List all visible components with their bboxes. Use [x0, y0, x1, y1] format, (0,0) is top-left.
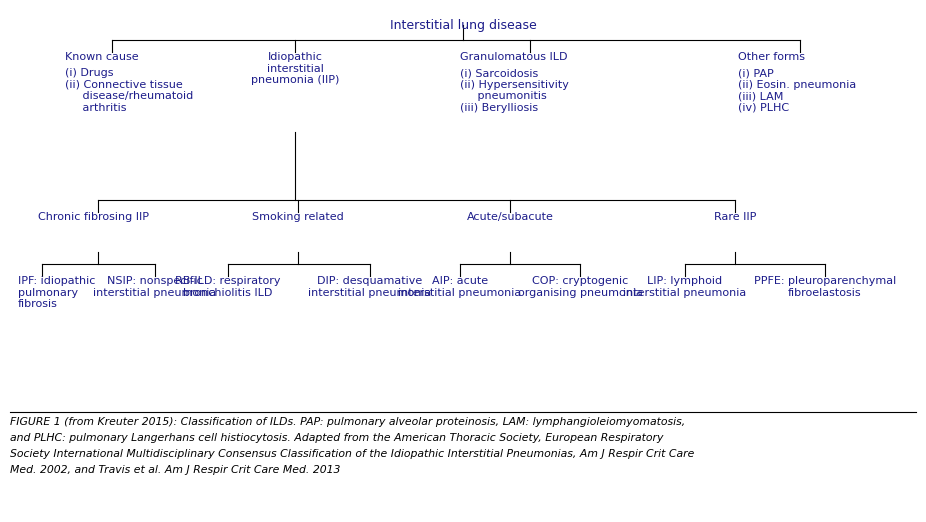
Text: NSIP: nonspecific
interstitial pneumonia: NSIP: nonspecific interstitial pneumonia: [94, 276, 217, 298]
Text: Society International Multidisciplinary Consensus Classification of the Idiopath: Society International Multidisciplinary …: [10, 449, 694, 459]
Text: LIP: lymphoid
interstitial pneumonia: LIP: lymphoid interstitial pneumonia: [623, 276, 746, 298]
Text: PPFE: pleuroparenchymal
fibroelastosis: PPFE: pleuroparenchymal fibroelastosis: [754, 276, 896, 298]
Text: Known cause: Known cause: [65, 52, 139, 62]
Text: (i) Drugs
(ii) Connective tissue
     disease/rheumatoid
     arthritis: (i) Drugs (ii) Connective tissue disease…: [65, 68, 194, 113]
Text: Rare IIP: Rare IIP: [714, 212, 757, 222]
Text: Acute/subacute: Acute/subacute: [467, 212, 554, 222]
Text: Interstitial lung disease: Interstitial lung disease: [390, 19, 536, 32]
Text: Med. 2002, and Travis et al. Am J Respir Crit Care Med. 2013: Med. 2002, and Travis et al. Am J Respir…: [10, 465, 341, 475]
Text: Idiopathic
interstitial
pneumonia (IIP): Idiopathic interstitial pneumonia (IIP): [251, 52, 339, 85]
Text: RB-ILD: respiratory
bronchiolitis ILD: RB-ILD: respiratory bronchiolitis ILD: [175, 276, 281, 298]
Text: and PLHC: pulmonary Langerhans cell histiocytosis. Adapted from the American Tho: and PLHC: pulmonary Langerhans cell hist…: [10, 433, 663, 443]
Text: COP: cryptogenic
organising pneumonia: COP: cryptogenic organising pneumonia: [518, 276, 643, 298]
Text: Chronic fibrosing IIP: Chronic fibrosing IIP: [38, 212, 149, 222]
Text: Other forms: Other forms: [738, 52, 805, 62]
Text: FIGURE 1 (from Kreuter 2015): Classification of ILDs. PAP: pulmonary alveolar pr: FIGURE 1 (from Kreuter 2015): Classifica…: [10, 417, 685, 427]
Text: AIP: acute
interstitial pneumonia: AIP: acute interstitial pneumonia: [398, 276, 521, 298]
Text: Granulomatous ILD: Granulomatous ILD: [460, 52, 568, 62]
Text: IPF: idiopathic
pulmonary
fibrosis: IPF: idiopathic pulmonary fibrosis: [18, 276, 95, 309]
Text: DIP: desquamative
interstitial pneumonia: DIP: desquamative interstitial pneumonia: [308, 276, 432, 298]
Text: (i) Sarcoidosis
(ii) Hypersensitivity
     pneumonitis
(iii) Berylliosis: (i) Sarcoidosis (ii) Hypersensitivity pn…: [460, 68, 569, 113]
Text: (i) PAP
(ii) Eosin. pneumonia
(iii) LAM
(iv) PLHC: (i) PAP (ii) Eosin. pneumonia (iii) LAM …: [738, 68, 857, 113]
Text: Smoking related: Smoking related: [252, 212, 344, 222]
